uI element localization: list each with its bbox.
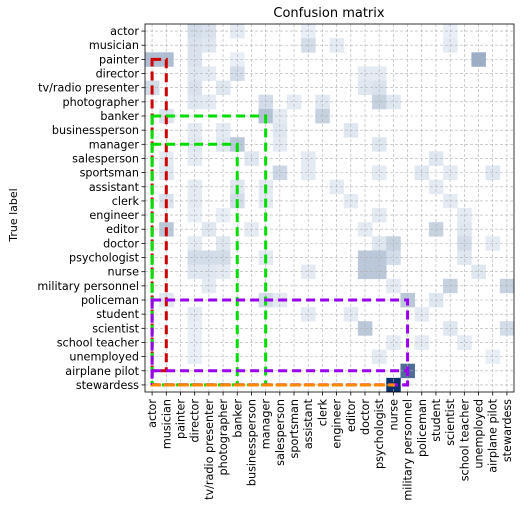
x-tick-label: painter (174, 399, 187, 439)
x-tick-label: military personnel (402, 399, 415, 501)
heatmap-cell (187, 66, 203, 81)
x-tick-label: doctor (359, 399, 372, 435)
y-tick-label: director (96, 68, 140, 81)
x-tick-label: stewardess (501, 399, 514, 462)
y-tick-label: doctor (103, 237, 139, 250)
x-tick-labels: actor musician painter director tv/radio pre… (146, 398, 514, 500)
x-tick-label: editor (345, 399, 358, 432)
x-tick-label: school teacher (458, 399, 471, 482)
y-tick-label: assistant (89, 181, 140, 194)
y-tick-label: photographer (63, 96, 140, 109)
heatmap-cell (187, 321, 203, 336)
x-tick-label: clerk (316, 398, 329, 426)
heatmap-cell (301, 165, 316, 180)
heatmap-cell (457, 250, 472, 265)
x-tick-label: tv/radio presenter (203, 399, 216, 500)
y-tick-label: salesperson (72, 152, 139, 165)
y-tick-label: school teacher (57, 336, 140, 349)
y-tick-label: manager (89, 138, 140, 151)
x-tick-label: sportsman (288, 399, 301, 458)
x-tick-label: actor (146, 399, 159, 428)
y-tick-label: actor (110, 25, 139, 38)
y-tick-label: engineer (89, 209, 139, 222)
annotation-overlays (150, 57, 410, 387)
heatmap-cell (372, 66, 387, 81)
x-tick-label: manager (260, 399, 273, 450)
heatmap-cell (457, 335, 472, 350)
x-tick-label: psychologist (373, 398, 386, 469)
y-tick-label: military personnel (37, 280, 139, 293)
y-tick-label: unemployed (69, 351, 139, 364)
heatmap-cell (372, 80, 387, 96)
heatmap-cell (201, 66, 217, 81)
x-tick-label: photographer (217, 399, 230, 476)
axis-ticks (141, 30, 508, 396)
heatmap-cell (372, 165, 387, 180)
x-tick-label: banker (231, 399, 244, 438)
y-tick-label: nurse (108, 266, 140, 279)
x-tick-label: director (189, 399, 202, 443)
x-tick-label: nurse (387, 399, 400, 431)
y-tick-label: policeman (81, 294, 139, 307)
x-tick-label: salesperson (274, 399, 287, 466)
y-tick-label: psychologist (69, 252, 140, 265)
y-tick-label: airplane pilot (65, 365, 139, 378)
heatmap-cell (386, 335, 401, 350)
y-tick-label: sportsman (80, 167, 139, 180)
y-tick-label: banker (100, 110, 139, 123)
x-tick-label: businessperson (245, 399, 258, 486)
y-tick-label: painter (99, 53, 139, 66)
heatmap-cell (372, 236, 387, 251)
y-tick-label: clerk (112, 195, 140, 208)
y-tick-label: editor (106, 223, 139, 236)
heatmap-cells (145, 24, 515, 393)
heatmap-cell (201, 250, 217, 265)
x-tick-label: policeman (416, 399, 429, 457)
heatmap-cell (457, 236, 472, 251)
plot-frame (144, 23, 515, 393)
overlay-purple-box-airplane-pilot (150, 369, 410, 387)
heatmap-cell (187, 80, 203, 96)
x-tick-label: scientist (444, 398, 457, 445)
heatmap-cell (187, 236, 203, 251)
y-tick-label: student (96, 308, 139, 321)
x-tick-label: unemployed (473, 399, 486, 469)
y-tick-label: scientist (92, 322, 139, 335)
heatmap-cell (215, 80, 231, 96)
heatmap-cell (386, 250, 401, 265)
heatmap-cell (301, 151, 316, 166)
y-axis-label: True label (7, 188, 20, 242)
x-tick-label: assistant (302, 398, 315, 449)
heatmap-cell (187, 250, 203, 265)
heatmap-cell (372, 250, 387, 265)
heatmap-cell (386, 236, 401, 251)
chart-title: Confusion matrix (273, 6, 384, 21)
y-tick-label: musician (89, 39, 139, 52)
heatmap-cell (215, 250, 231, 265)
overlay-red-box (150, 57, 168, 373)
y-tick-label: stewardess (76, 379, 139, 392)
x-tick-label: airplane pilot (487, 398, 500, 472)
heatmap-cell (272, 165, 288, 180)
x-tick-label: student (430, 398, 443, 441)
x-tick-label: musician (160, 399, 173, 449)
x-tick-label: engineer (331, 399, 344, 449)
heatmap-cell (215, 236, 231, 251)
heatmap-cell (187, 335, 203, 350)
y-tick-label: businessperson (52, 124, 139, 137)
heatmap-cell (187, 151, 203, 166)
y-tick-label: tv/radio presenter (38, 82, 139, 95)
